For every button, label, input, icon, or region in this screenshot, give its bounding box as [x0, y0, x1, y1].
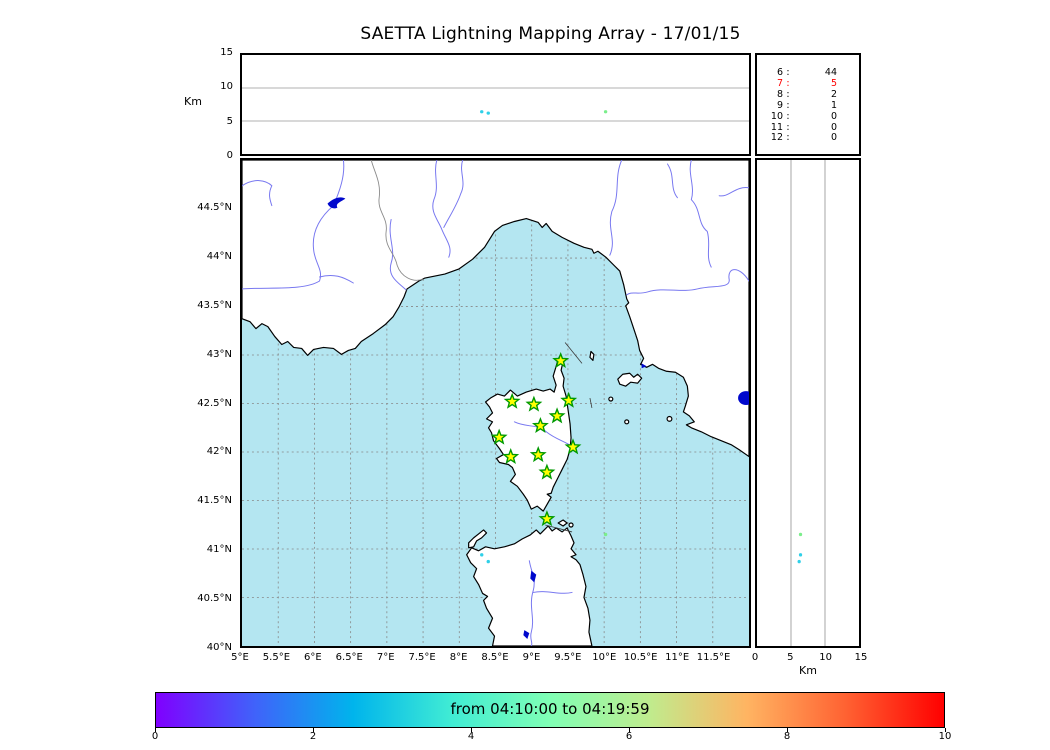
altitude-latitude-panel — [755, 158, 861, 648]
colorbar-tick-label: 0 — [151, 731, 159, 742]
lon-tick-label: 7°E — [376, 652, 395, 663]
right-km-tick-label: 10 — [819, 652, 833, 663]
colorbar-tick-label: 8 — [783, 731, 791, 742]
right-km-tick-label: 0 — [751, 652, 759, 663]
elba-island — [617, 372, 643, 387]
river — [609, 160, 623, 256]
lon-tick-label: 5°E — [231, 652, 249, 663]
colorbar-tick-label: 10 — [938, 731, 952, 742]
lon-tick-label: 6°E — [304, 652, 322, 663]
right-km-tick-label: 5 — [787, 652, 794, 663]
colorbar-tick-mark — [787, 728, 788, 732]
lon-tick-label: 7.5°E — [408, 652, 436, 663]
colorbar-tick-mark — [629, 728, 630, 732]
right-panel-gridlines — [790, 160, 826, 646]
source-count-table: 6:44 7:5 8:2 9:1 10:0 11:0 12:0 — [755, 53, 861, 156]
source-count-row: 10:0 — [770, 110, 837, 122]
river — [443, 160, 464, 228]
lat-tick-label: 42.5°N — [197, 397, 232, 409]
country-border — [370, 160, 424, 281]
river — [666, 163, 678, 199]
river — [389, 219, 407, 291]
asinara-island — [468, 529, 488, 549]
colorbar-tick-mark — [945, 728, 946, 732]
lon-tick-label: 8°E — [449, 652, 468, 663]
river — [532, 591, 573, 594]
source-count-row: 11:0 — [770, 121, 837, 133]
source-count-row: 8:2 — [776, 88, 837, 100]
mainland-coast — [242, 160, 749, 458]
river — [689, 160, 712, 268]
river — [242, 180, 273, 207]
colorbar-label: from 04:10:00 to 04:19:59 — [450, 700, 650, 718]
lat-tick-label: 43°N — [206, 348, 232, 360]
right-km-axis-label: Km — [799, 664, 817, 677]
right-km-tick-label: 15 — [854, 652, 868, 663]
lon-tick-label: 8.5°E — [481, 652, 509, 663]
piombino-inlet — [641, 363, 647, 369]
lon-tick-label: 11.5°E — [696, 652, 731, 663]
river — [319, 274, 354, 284]
colorbar-tick-mark — [471, 728, 472, 732]
sardinia-lake — [523, 630, 530, 640]
river — [242, 205, 334, 290]
lightning-sources-altitude-latitude — [797, 532, 803, 564]
lon-tick-label: 5.5°E — [262, 652, 291, 663]
lon-tick-label: 10°E — [592, 652, 617, 663]
colorbar-tick-mark — [155, 728, 156, 732]
lat-tick-label: 44.5°N — [197, 201, 232, 213]
river — [432, 160, 451, 258]
source-count-row: 7:5 — [776, 77, 837, 89]
lat-tick-label: 42°N — [206, 446, 232, 458]
giglio-island — [666, 415, 673, 422]
lightning-sources-map — [480, 532, 608, 564]
top-panel-gridlines — [242, 87, 749, 122]
source-count-row: 12:0 — [770, 132, 837, 144]
lightning-sources-altitude-longitude — [480, 110, 608, 115]
source-count-rows: 6:44 7:5 8:2 9:1 10:0 11:0 12:0 — [757, 55, 859, 144]
lake-serre-poncon — [327, 197, 346, 209]
river — [718, 187, 749, 197]
lat-tick-label: 41.5°N — [197, 495, 232, 507]
altitude-tick-label: 5 — [226, 115, 233, 127]
lat-tick-label: 43.5°N — [197, 299, 232, 311]
lon-tick-label: 10.5°E — [623, 652, 658, 663]
sardinia-island — [466, 525, 593, 646]
lon-tick-label: 6.5°E — [335, 652, 363, 663]
lakes — [327, 197, 749, 640]
lat-tick-label: 40°N — [206, 642, 232, 653]
colorbar-tick-label: 2 — [309, 731, 317, 742]
river — [513, 421, 573, 448]
pianosa-island — [608, 396, 614, 402]
altitude-tick-label: 0 — [226, 150, 233, 161]
source-count-row: 6:44 — [776, 67, 837, 78]
lon-tick-label: 11°E — [665, 652, 690, 663]
maddalena-islands — [557, 519, 568, 527]
sea-lines — [545, 342, 593, 533]
maddalena-islet — [568, 522, 574, 528]
lon-tick-label: 9.5°E — [554, 652, 582, 663]
altitude-longitude-panel — [240, 53, 751, 156]
colorbar-tick-label: 4 — [467, 731, 475, 742]
capraia-island — [589, 350, 595, 361]
lake-coghinas — [530, 570, 537, 583]
altitude-axis-label: Km — [184, 95, 202, 108]
lon-tick-label: 9°E — [522, 652, 541, 663]
river — [626, 269, 749, 296]
page-title: SAETTA Lightning Mapping Array - 17/01/1… — [360, 24, 741, 44]
montecristo-island — [624, 419, 630, 425]
lat-tick-label: 44°N — [206, 250, 232, 262]
time-colorbar: from 04:10:00 to 04:19:59 — [155, 692, 945, 728]
colorbar-tick-mark — [313, 728, 314, 732]
source-count-row: 9:1 — [776, 99, 837, 111]
altitude-tick-label: 15 — [220, 47, 233, 58]
lat-tick-label: 40.5°N — [197, 593, 232, 605]
lat-tick-label: 41°N — [206, 544, 232, 556]
altitude-tick-label: 10 — [220, 81, 233, 93]
colorbar-tick-label: 6 — [625, 731, 633, 742]
map-panel — [240, 158, 751, 648]
lake-bolsena — [738, 391, 749, 405]
rivers — [242, 160, 749, 646]
